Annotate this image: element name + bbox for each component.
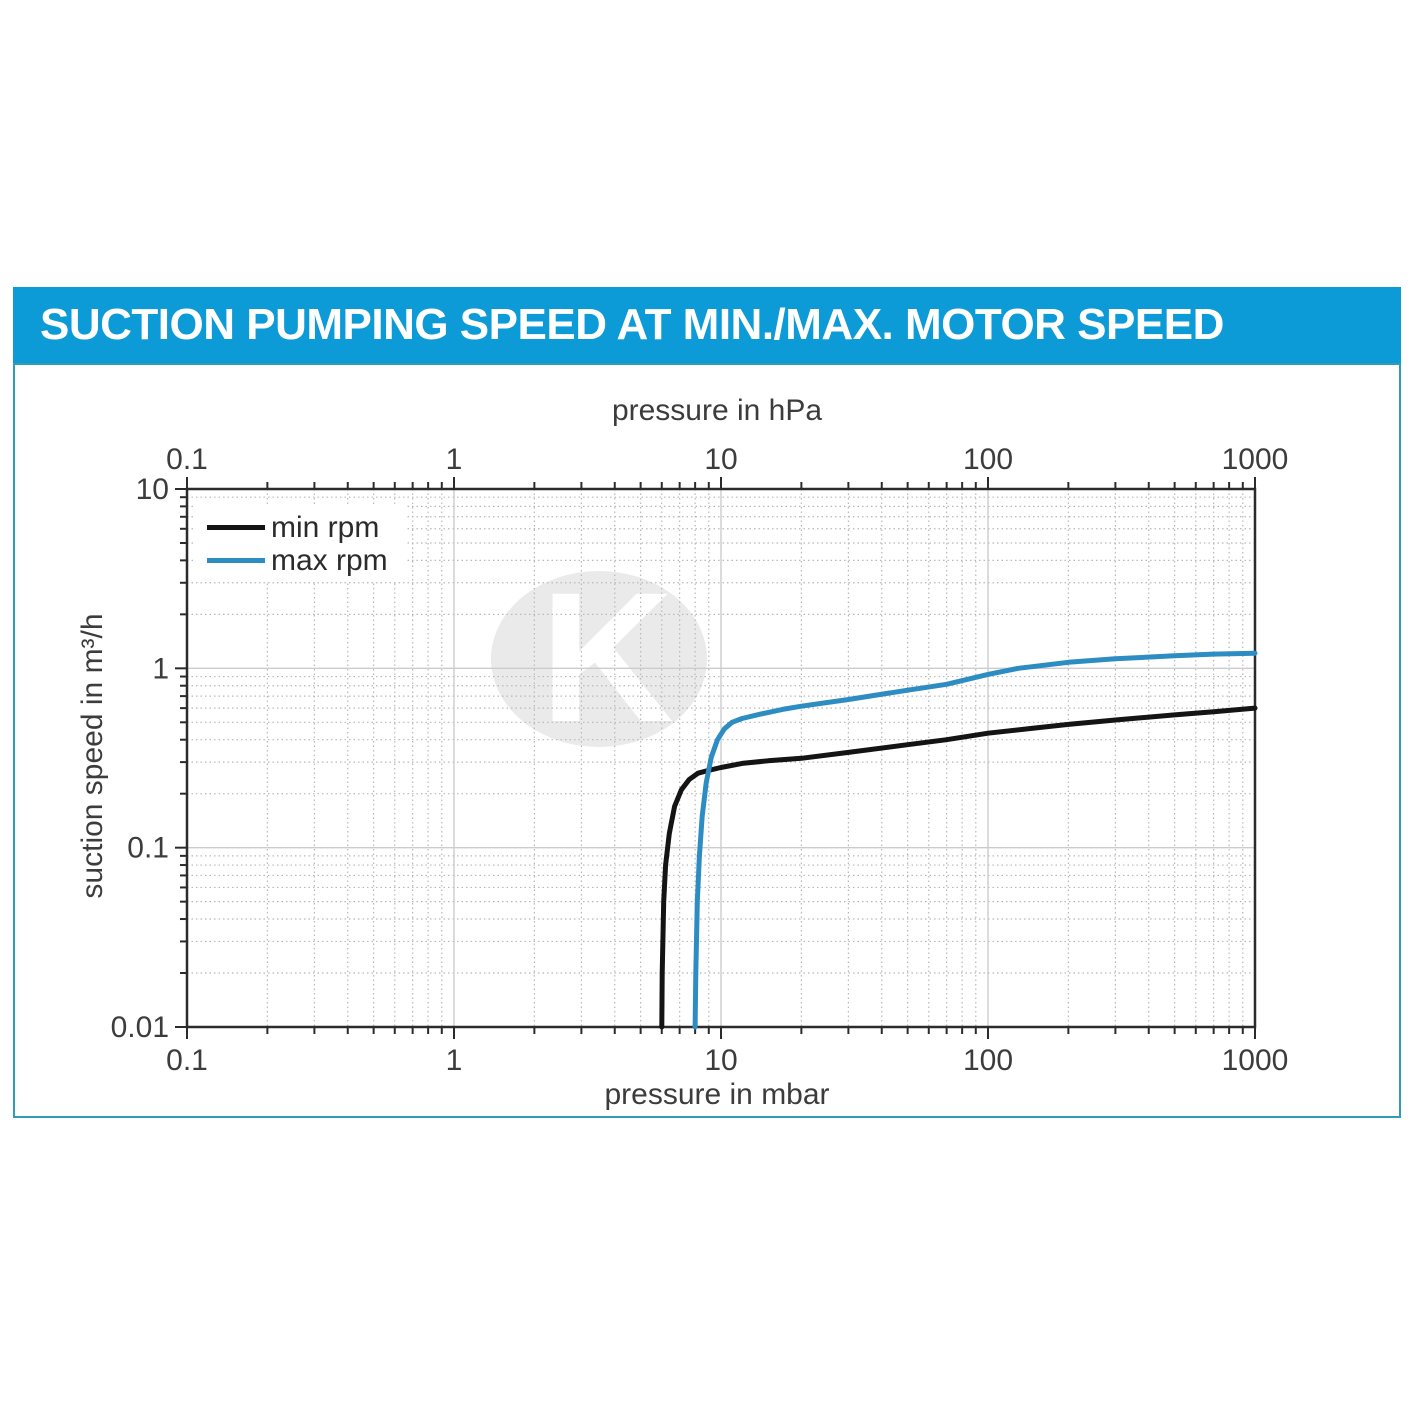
legend-label-min-rpm: min rpm [271, 511, 380, 544]
bottom-x-tick-label: 1 [446, 1044, 463, 1077]
top-x-axis-label: pressure in hPa [611, 394, 823, 427]
legend-item-max-rpm: max rpm [193, 544, 405, 577]
plot-frame [185, 487, 1257, 1029]
min-rpm-curve [659, 705, 1258, 1030]
bottom-x-tick-label: 100 [963, 1044, 1013, 1077]
chart-title-bar: SUCTION PUMPING SPEED AT MIN./MAX. MOTOR… [13, 287, 1401, 363]
y-tick-label: 1 [152, 652, 169, 685]
y-axis-label: suction speed in m³/h [76, 613, 109, 899]
bottom-x-axis-label: pressure in mbar [604, 1078, 830, 1111]
top-x-tick-label: 10 [704, 443, 737, 476]
watermark-ellipse [491, 571, 707, 747]
top-x-tick-label: 0.1 [166, 443, 208, 476]
bottom-x-tick-label: 10 [704, 1044, 737, 1077]
top-x-tick-label: 1 [446, 443, 463, 476]
legend-item-min-rpm: min rpm [193, 511, 405, 544]
max-rpm-line-swatch [207, 558, 265, 563]
chart-panel: pressure in hPa K 0.1 0.1 1 1 10 10 100 100 1000 1… [13, 363, 1401, 1118]
top-x-tick-label: 100 [963, 443, 1013, 476]
y-tick-label: 0.01 [111, 1011, 169, 1044]
y-tick-label: 10 [136, 473, 169, 506]
y-tick-label: 0.1 [127, 832, 169, 865]
bottom-x-tick-label: 0.1 [166, 1044, 208, 1077]
chart-legend: min rpm max rpm [193, 509, 405, 579]
top-x-tick-label: 1000 [1222, 443, 1289, 476]
page-title: SUCTION PUMPING SPEED AT MIN./MAX. MOTOR… [40, 300, 1224, 349]
bottom-x-tick-label: 1000 [1222, 1044, 1289, 1077]
min-rpm-line-swatch [207, 525, 265, 530]
legend-label-max-rpm: max rpm [271, 544, 388, 577]
max-rpm-curve [692, 650, 1258, 1030]
watermark-letter: K [540, 555, 674, 761]
